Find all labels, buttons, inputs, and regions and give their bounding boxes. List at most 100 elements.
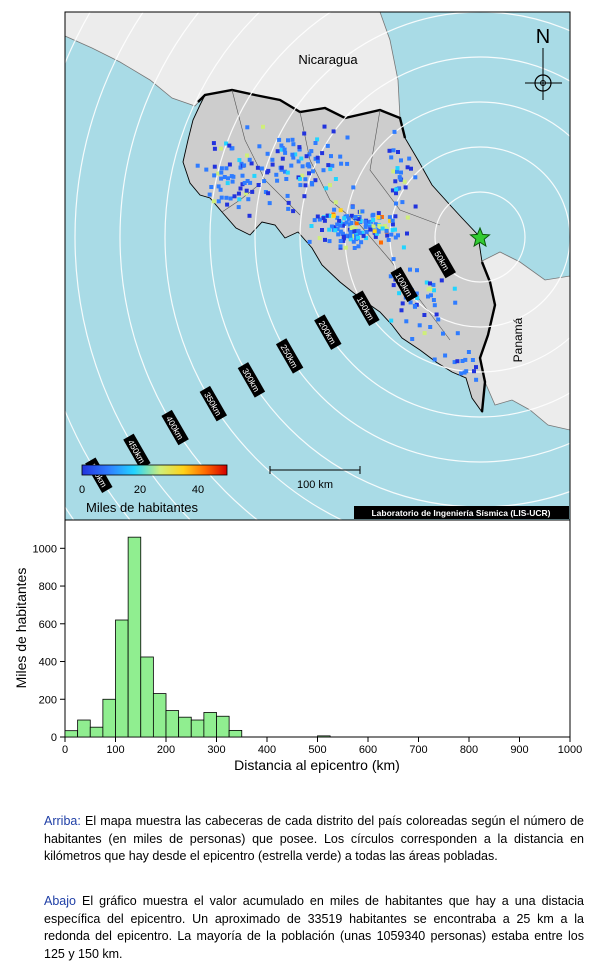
- district-marker: [345, 214, 349, 219]
- district-marker: [412, 304, 417, 308]
- district-marker: [371, 224, 376, 229]
- x-axis-label: Distancia al epicentro (km): [234, 757, 400, 773]
- district-marker: [332, 225, 337, 230]
- district-marker: [279, 143, 284, 148]
- district-marker: [389, 318, 394, 323]
- district-marker: [195, 163, 200, 168]
- district-marker: [325, 213, 330, 218]
- district-marker: [270, 157, 275, 162]
- district-marker: [279, 147, 284, 152]
- district-marker: [363, 219, 368, 224]
- district-marker: [229, 174, 234, 179]
- district-marker: [286, 206, 291, 211]
- district-marker: [303, 183, 308, 188]
- district-marker: [282, 147, 287, 152]
- district-marker: [391, 257, 396, 262]
- district-marker: [229, 146, 234, 151]
- district-marker: [293, 152, 298, 157]
- x-tick-label: 500: [308, 744, 326, 756]
- district-marker: [310, 181, 314, 185]
- district-marker: [256, 183, 261, 187]
- district-marker: [345, 161, 350, 166]
- district-marker: [399, 308, 404, 313]
- histogram-bar: [64, 730, 79, 738]
- district-marker: [424, 280, 429, 285]
- district-marker: [387, 215, 392, 220]
- district-marker: [359, 240, 364, 245]
- district-marker: [286, 200, 291, 205]
- district-marker: [263, 190, 268, 194]
- histogram-bar: [115, 619, 129, 738]
- x-tick-label: 0: [62, 744, 68, 756]
- district-marker: [279, 165, 284, 170]
- district-marker: [275, 149, 280, 154]
- district-marker: [344, 220, 349, 225]
- district-marker: [358, 219, 363, 223]
- district-marker: [395, 169, 399, 174]
- district-marker: [341, 234, 346, 239]
- district-marker: [329, 224, 334, 229]
- district-marker: [396, 150, 400, 154]
- y-axis: 0 200 400 600 800 1000: [33, 543, 65, 744]
- district-marker: [410, 337, 415, 341]
- district-marker: [289, 163, 294, 168]
- district-marker: [211, 141, 216, 146]
- district-marker: [429, 293, 433, 298]
- district-marker: [285, 170, 290, 175]
- district-marker: [211, 199, 216, 204]
- district-marker: [328, 213, 333, 218]
- epicenter-star: [469, 226, 491, 248]
- histogram-bar: [152, 693, 167, 738]
- x-axis: 0 100 200 300 400 500 600 700 800 900 1000: [62, 737, 582, 756]
- district-marker: [270, 162, 275, 167]
- x-tick-label: 900: [510, 744, 528, 756]
- district-marker: [356, 228, 361, 233]
- district-marker: [307, 239, 312, 244]
- district-marker: [459, 371, 464, 376]
- district-marker: [227, 162, 232, 167]
- district-marker: [236, 205, 241, 210]
- district-marker: [212, 164, 217, 169]
- district-marker: [315, 159, 320, 164]
- district-marker: [360, 209, 365, 214]
- colorbar-tick-40: 40: [192, 484, 204, 496]
- district-marker: [393, 179, 398, 184]
- district-marker: [328, 183, 332, 188]
- district-marker: [218, 187, 223, 192]
- district-marker: [309, 149, 314, 154]
- district-marker: [262, 179, 267, 184]
- southern-border: [478, 261, 497, 413]
- district-marker: [432, 288, 436, 293]
- distance-ring: [254, 12, 570, 463]
- x-tick-label: 800: [460, 744, 478, 756]
- district-marker: [428, 286, 433, 291]
- district-marker: [274, 172, 279, 177]
- svg-text:N: N: [536, 26, 550, 48]
- district-marker: [441, 331, 445, 336]
- district-marker: [428, 281, 432, 286]
- district-marker: [336, 232, 341, 237]
- district-marker: [407, 156, 412, 161]
- district-marker: [376, 211, 381, 216]
- distance-ring: [434, 191, 526, 283]
- y-tick-label: 1000: [33, 543, 57, 555]
- caption-top-text: El mapa muestra las cabeceras de cada di…: [44, 814, 584, 863]
- histogram-bar: [102, 698, 116, 738]
- district-marker: [371, 218, 376, 222]
- district-marker: [237, 197, 242, 202]
- district-marker: [219, 176, 224, 181]
- district-marker: [283, 150, 288, 155]
- district-marker: [216, 199, 221, 204]
- district-marker: [340, 231, 345, 236]
- district-marker: [291, 155, 296, 160]
- north-arrow: N: [525, 26, 562, 100]
- district-marker: [333, 200, 338, 205]
- district-marker: [443, 353, 448, 358]
- histogram-bar: [165, 710, 180, 738]
- district-marker: [364, 229, 369, 234]
- district-marker: [297, 145, 302, 150]
- district-marker: [207, 192, 212, 197]
- caption-bottom: Abajo El gráfico muestra el valor acumul…: [44, 893, 584, 963]
- district-marker: [242, 181, 247, 185]
- histogram-bar: [89, 726, 104, 738]
